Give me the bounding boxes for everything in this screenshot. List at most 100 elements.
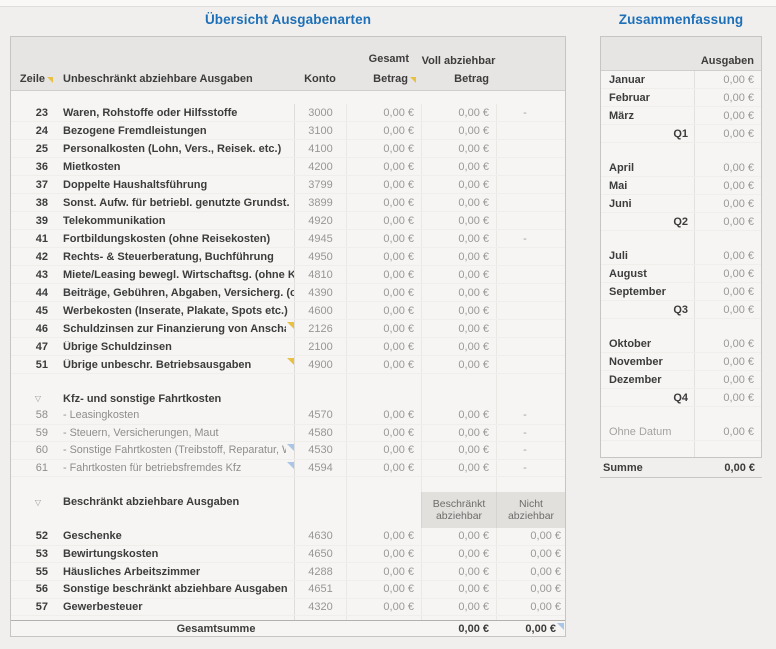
account-number-cell[interactable]: 4200	[294, 158, 346, 175]
gesamt-amount-cell[interactable]: 0,00 €	[346, 581, 421, 598]
voll-abziehbar-amount-cell[interactable]: 0,00 €	[421, 338, 496, 355]
nicht-abziehbar-amount-cell[interactable]: 0,00 €	[496, 581, 565, 598]
period-amount-cell[interactable]: 0,00 €	[694, 71, 761, 88]
comment-marker-icon[interactable]	[47, 76, 53, 83]
account-number-cell[interactable]: 2100	[294, 338, 346, 355]
period-amount-cell[interactable]: 0,00 €	[694, 371, 761, 388]
gesamt-amount-cell[interactable]: 0,00 €	[346, 122, 421, 139]
period-amount-cell[interactable]: 0,00 €	[694, 283, 761, 300]
gesamt-amount-cell[interactable]: 0,00 €	[346, 528, 421, 545]
voll-abziehbar-amount-cell[interactable]: 0,00 €	[421, 248, 496, 265]
account-number-cell[interactable]: 4288	[294, 563, 346, 581]
account-number-cell[interactable]: 2126	[294, 320, 346, 337]
account-number-cell[interactable]: 4594	[294, 459, 346, 476]
voll-abziehbar-amount-cell[interactable]: 0,00 €	[421, 158, 496, 175]
nicht-abziehbar-amount-cell[interactable]: 0,00 €	[496, 545, 565, 563]
gesamt-amount-cell[interactable]: 0,00 €	[346, 320, 421, 337]
period-amount-cell[interactable]: 0,00 €	[694, 159, 761, 176]
voll-abziehbar-amount-cell[interactable]: 0,00 €	[421, 176, 496, 193]
account-number-cell[interactable]: 4390	[294, 284, 346, 301]
gesamt-amount-cell[interactable]: 0,00 €	[346, 338, 421, 355]
nicht-abziehbar-amount-cell[interactable]: 0,00 €	[496, 598, 565, 616]
gesamt-amount-cell[interactable]: 0,00 €	[346, 424, 421, 441]
grand-total-nicht[interactable]: 0,00 €	[496, 621, 565, 636]
gesamt-amount-cell[interactable]: 0,00 €	[346, 266, 421, 283]
voll-abziehbar-amount-cell[interactable]: 0,00 €	[421, 424, 496, 441]
gesamt-amount-cell[interactable]: 0,00 €	[346, 176, 421, 193]
gesamt-amount-cell[interactable]: 0,00 €	[346, 407, 421, 424]
nicht-abziehbar-amount-cell[interactable]: 0,00 €	[496, 563, 565, 581]
period-amount-cell[interactable]: 0,00 €	[694, 389, 761, 406]
period-amount-cell[interactable]	[694, 319, 761, 335]
account-number-cell[interactable]: 4810	[294, 266, 346, 283]
account-number-cell[interactable]: 4900	[294, 356, 346, 373]
comment-marker-icon[interactable]	[287, 358, 294, 365]
period-amount-cell[interactable]: 0,00 €	[694, 125, 761, 142]
gesamt-amount-cell[interactable]: 0,00 €	[346, 302, 421, 319]
gesamt-amount-cell[interactable]: 0,00 €	[346, 356, 421, 373]
account-number-cell[interactable]: 4570	[294, 407, 346, 424]
disclosure-triangle-icon[interactable]: ▽	[34, 498, 42, 507]
period-amount-cell[interactable]	[694, 231, 761, 247]
period-amount-cell[interactable]: 0,00 €	[694, 213, 761, 230]
beschraenkt-amount-cell[interactable]: 0,00 €	[421, 528, 496, 545]
period-amount-cell[interactable]: 0,00 €	[694, 247, 761, 264]
account-number-cell[interactable]: 4650	[294, 545, 346, 563]
voll-abziehbar-amount-cell[interactable]: 0,00 €	[421, 320, 496, 337]
summary-total-amount[interactable]: 0,00 €	[724, 461, 755, 474]
account-number-cell[interactable]: 4950	[294, 248, 346, 265]
account-number-cell[interactable]: 3000	[294, 104, 346, 121]
voll-abziehbar-amount-cell[interactable]: 0,00 €	[421, 459, 496, 476]
period-amount-cell[interactable]: 0,00 €	[694, 89, 761, 106]
voll-abziehbar-amount-cell[interactable]: 0,00 €	[421, 407, 496, 424]
nicht-abziehbar-amount-cell[interactable]: 0,00 €	[496, 528, 565, 545]
gesamt-amount-cell[interactable]: 0,00 €	[346, 194, 421, 211]
gesamt-amount-cell[interactable]: 0,00 €	[346, 230, 421, 247]
gesamt-amount-cell[interactable]: 0,00 €	[346, 140, 421, 157]
comment-marker-icon[interactable]	[287, 461, 294, 469]
period-amount-cell[interactable]	[694, 441, 761, 457]
period-amount-cell[interactable]: 0,00 €	[694, 301, 761, 318]
voll-abziehbar-amount-cell[interactable]: 0,00 €	[421, 284, 496, 301]
account-number-cell[interactable]: 4651	[294, 581, 346, 598]
comment-marker-icon[interactable]	[287, 322, 294, 329]
gesamt-amount-cell[interactable]: 0,00 €	[346, 284, 421, 301]
account-number-cell[interactable]: 3100	[294, 122, 346, 139]
period-amount-cell[interactable]	[694, 143, 761, 159]
voll-abziehbar-amount-cell[interactable]: 0,00 €	[421, 356, 496, 373]
beschraenkt-amount-cell[interactable]: 0,00 €	[421, 581, 496, 598]
beschraenkt-amount-cell[interactable]: 0,00 €	[421, 598, 496, 616]
grand-total-beschraenkt[interactable]: 0,00 €	[458, 623, 489, 636]
period-amount-cell[interactable]: 0,00 €	[694, 353, 761, 370]
comment-marker-icon[interactable]	[557, 622, 564, 630]
gesamt-amount-cell[interactable]: 0,00 €	[346, 104, 421, 121]
gesamt-amount-cell[interactable]: 0,00 €	[346, 545, 421, 563]
voll-abziehbar-amount-cell[interactable]: 0,00 €	[421, 230, 496, 247]
voll-abziehbar-amount-cell[interactable]: 0,00 €	[421, 140, 496, 157]
gesamt-amount-cell[interactable]: 0,00 €	[346, 248, 421, 265]
account-number-cell[interactable]: 4580	[294, 424, 346, 441]
account-number-cell[interactable]: 4920	[294, 212, 346, 229]
period-amount-cell[interactable]: 0,00 €	[694, 265, 761, 282]
account-number-cell[interactable]: 4630	[294, 528, 346, 545]
gesamt-amount-cell[interactable]: 0,00 €	[346, 442, 421, 459]
account-number-cell[interactable]: 4600	[294, 302, 346, 319]
account-number-cell[interactable]: 4320	[294, 598, 346, 616]
beschraenkt-amount-cell[interactable]: 0,00 €	[421, 545, 496, 563]
account-number-cell[interactable]: 4530	[294, 442, 346, 459]
period-amount-cell[interactable]: 0,00 €	[694, 177, 761, 194]
account-number-cell[interactable]: 3799	[294, 176, 346, 193]
gesamt-amount-cell[interactable]: 0,00 €	[346, 598, 421, 616]
account-number-cell[interactable]: 4945	[294, 230, 346, 247]
beschraenkt-amount-cell[interactable]: 0,00 €	[421, 563, 496, 581]
gesamt-amount-cell[interactable]: 0,00 €	[346, 459, 421, 476]
period-amount-cell[interactable]: 0,00 €	[694, 335, 761, 352]
disclosure-triangle-icon[interactable]: ▽	[34, 394, 42, 403]
gesamt-amount-cell[interactable]: 0,00 €	[346, 563, 421, 581]
comment-marker-icon[interactable]	[287, 444, 294, 451]
account-number-cell[interactable]: 4100	[294, 140, 346, 157]
voll-abziehbar-amount-cell[interactable]: 0,00 €	[421, 194, 496, 211]
period-amount-cell[interactable]	[694, 407, 761, 423]
voll-abziehbar-amount-cell[interactable]: 0,00 €	[421, 122, 496, 139]
voll-abziehbar-amount-cell[interactable]: 0,00 €	[421, 266, 496, 283]
